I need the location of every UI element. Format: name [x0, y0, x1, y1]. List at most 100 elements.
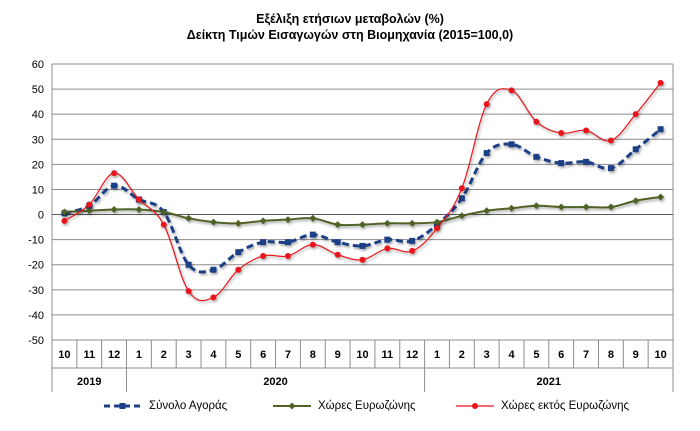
legend-label-series-0: Σύνολο Αγοράς — [149, 400, 228, 412]
y-tick-label: 60 — [32, 59, 44, 71]
x-tick-label: 11 — [382, 349, 394, 361]
series-line-0 — [63, 128, 662, 274]
data-point — [111, 170, 118, 177]
x-tick-label: 5 — [235, 349, 241, 361]
y-tick-label: 40 — [32, 109, 44, 121]
data-point — [434, 225, 441, 232]
data-point — [433, 218, 441, 226]
data-point — [657, 193, 665, 201]
data-point — [359, 242, 366, 249]
data-point — [334, 251, 341, 258]
data-point — [110, 206, 118, 214]
x-tick-label: 5 — [533, 349, 539, 361]
data-point — [260, 239, 267, 246]
data-point — [185, 214, 193, 222]
data-point — [185, 288, 192, 295]
data-point — [483, 150, 490, 157]
year-label: 2020 — [263, 376, 287, 388]
data-point — [160, 221, 167, 228]
data-point — [458, 185, 465, 192]
data-point — [234, 219, 242, 227]
series-line-2 — [64, 82, 662, 302]
data-point — [334, 239, 341, 246]
year-label: 2021 — [537, 376, 561, 388]
data-point — [185, 261, 192, 268]
data-point — [209, 218, 217, 226]
data-point — [607, 203, 615, 211]
data-point — [508, 87, 515, 94]
legend-label-series-1: Χώρες Ευρωζώνης — [318, 400, 416, 412]
x-tick-label: 1 — [136, 349, 142, 361]
data-point — [532, 202, 540, 210]
data-point — [533, 153, 540, 160]
y-tick-label: 20 — [32, 159, 44, 171]
x-tick-label: 8 — [310, 349, 316, 361]
x-tick-label: 2 — [161, 349, 167, 361]
data-point — [86, 201, 93, 208]
data-point — [409, 237, 416, 244]
data-point — [632, 197, 640, 205]
y-tick-label: 10 — [32, 184, 44, 196]
data-point — [85, 207, 93, 215]
data-point — [408, 219, 416, 227]
data-point — [309, 214, 317, 222]
data-point — [508, 141, 515, 148]
data-point — [210, 266, 217, 273]
x-tick-label: 6 — [558, 349, 564, 361]
data-point — [135, 206, 143, 214]
x-tick-label: 4 — [210, 349, 217, 361]
data-point — [607, 137, 614, 144]
data-point — [458, 212, 466, 220]
series-1 — [60, 193, 665, 229]
legend-item-series-0: Σύνολο Αγοράς — [103, 396, 227, 416]
data-point — [483, 101, 490, 108]
data-point — [235, 266, 242, 273]
data-point — [284, 252, 291, 259]
series-layer — [60, 79, 665, 302]
data-point — [583, 158, 590, 165]
data-point — [409, 247, 416, 254]
x-tick-label: 9 — [335, 349, 341, 361]
y-tick-label: -30 — [28, 285, 44, 297]
data-point — [632, 146, 639, 153]
data-point — [557, 203, 565, 211]
data-point — [383, 219, 391, 227]
legend-item-series-2: Χώρες εκτός Ευρωζώνης — [455, 396, 629, 416]
data-point — [160, 208, 168, 216]
data-point — [61, 217, 68, 224]
chart-subtitle: Δείκτη Τιμών Εισαγωγών στη Βιομηχανία (2… — [186, 28, 514, 42]
data-point — [384, 245, 391, 252]
data-point — [483, 207, 491, 215]
data-point — [334, 221, 342, 229]
data-point — [60, 208, 68, 216]
legend-item-series-1: Χώρες Ευρωζώνης — [272, 396, 416, 416]
data-point — [607, 165, 614, 172]
legend-swatch-series-0 — [104, 403, 142, 409]
y-tick-label: -20 — [28, 260, 44, 272]
axes — [51, 64, 674, 392]
y-tick-label: -50 — [28, 335, 44, 347]
y-tick-label: 50 — [32, 84, 44, 96]
legend-swatch-series-1 — [273, 402, 311, 410]
data-point — [533, 118, 540, 125]
data-point — [508, 204, 516, 212]
x-tick-label: 8 — [608, 349, 614, 361]
x-tick-label: 7 — [583, 349, 589, 361]
series-2 — [61, 79, 664, 302]
data-point — [558, 130, 565, 136]
data-point — [657, 126, 664, 133]
x-tick-label: 10 — [654, 349, 666, 361]
data-point — [384, 236, 391, 243]
x-tick-label: 2 — [459, 349, 465, 361]
data-point — [111, 182, 118, 189]
data-point — [309, 231, 316, 238]
x-tick-label: 3 — [484, 349, 490, 361]
y-tick-label: 0 — [38, 210, 44, 222]
data-point — [210, 294, 217, 301]
x-tick-label: 7 — [285, 349, 291, 361]
x-tick-label: 11 — [83, 349, 95, 361]
x-tick-label: 1 — [434, 349, 440, 361]
x-tick-label: 4 — [508, 349, 515, 361]
data-point — [582, 203, 590, 211]
